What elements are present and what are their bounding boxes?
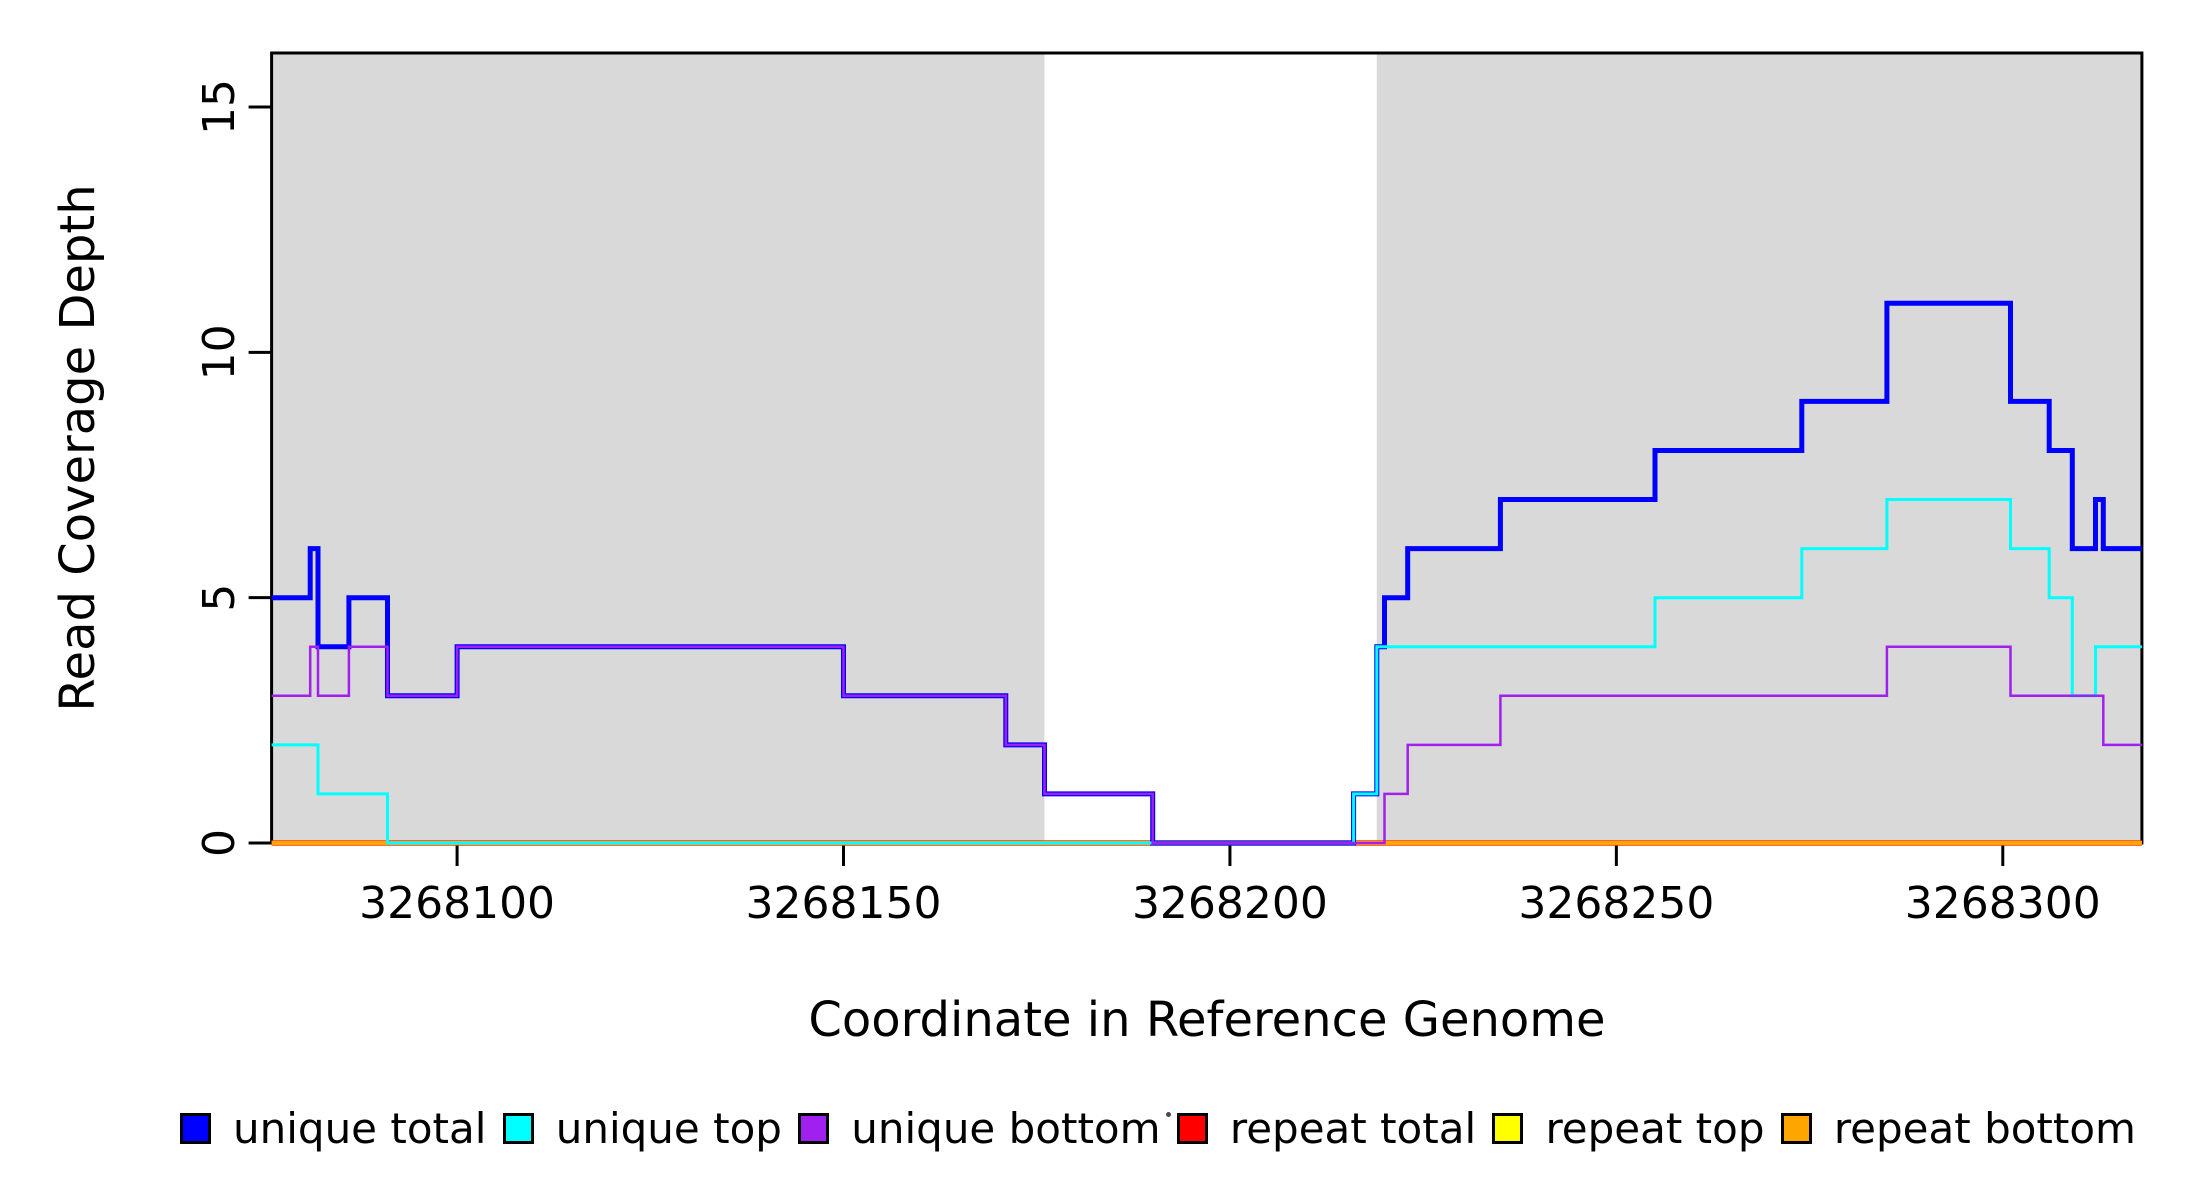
y-tick-label: 10 [194, 324, 245, 380]
legend-label: repeat top [1545, 1104, 1765, 1153]
left-gray-band [271, 53, 1045, 843]
legend-label: unique top [555, 1104, 782, 1153]
x-axis-title: Coordinate in Reference Genome [808, 992, 1606, 1048]
legend: unique total unique top unique bottom repea… [180, 1104, 2136, 1153]
legend-item-unique-top: unique top [502, 1104, 782, 1153]
x-tick-label: 3268150 [746, 878, 942, 929]
legend-swatch-unique-total [180, 1113, 211, 1144]
legend-swatch-repeat-total [1176, 1113, 1208, 1144]
legend-swatch-repeat-top [1492, 1113, 1524, 1144]
legend-label: unique bottom [851, 1104, 1161, 1153]
y-tick-label: 0 [194, 829, 245, 857]
legend-swatch-unique-top [502, 1113, 534, 1144]
legend-item-unique-total: unique total [180, 1104, 486, 1153]
legend-item-repeat-bottom: repeat bottom [1780, 1104, 2136, 1153]
y-tick-label: 5 [194, 584, 245, 612]
x-tick-label: 3268100 [359, 878, 555, 929]
legend-item-repeat-top: repeat top [1492, 1104, 1765, 1153]
y-tick-label: 15 [194, 79, 245, 135]
x-tick-label: 3268200 [1132, 878, 1328, 929]
legend-item-unique-bottom: unique bottom [798, 1104, 1161, 1153]
legend-label: repeat total [1229, 1104, 1477, 1153]
y-axis-title: Read Coverage Depth [50, 184, 106, 712]
legend-item-repeat-total: repeat total [1176, 1104, 1477, 1153]
x-tick-label: 3268250 [1518, 878, 1714, 929]
stray-dot-artifact [1166, 1112, 1171, 1117]
x-tick-label: 3268300 [1905, 878, 2101, 929]
legend-label: unique total [233, 1104, 487, 1153]
legend-swatch-repeat-bottom [1780, 1113, 1812, 1144]
series-line-unique-bottom [271, 645, 2142, 845]
series-line-unique-top [271, 498, 2142, 845]
legend-swatch-unique-bottom [798, 1113, 830, 1144]
legend-label: repeat bottom [1833, 1104, 2136, 1153]
